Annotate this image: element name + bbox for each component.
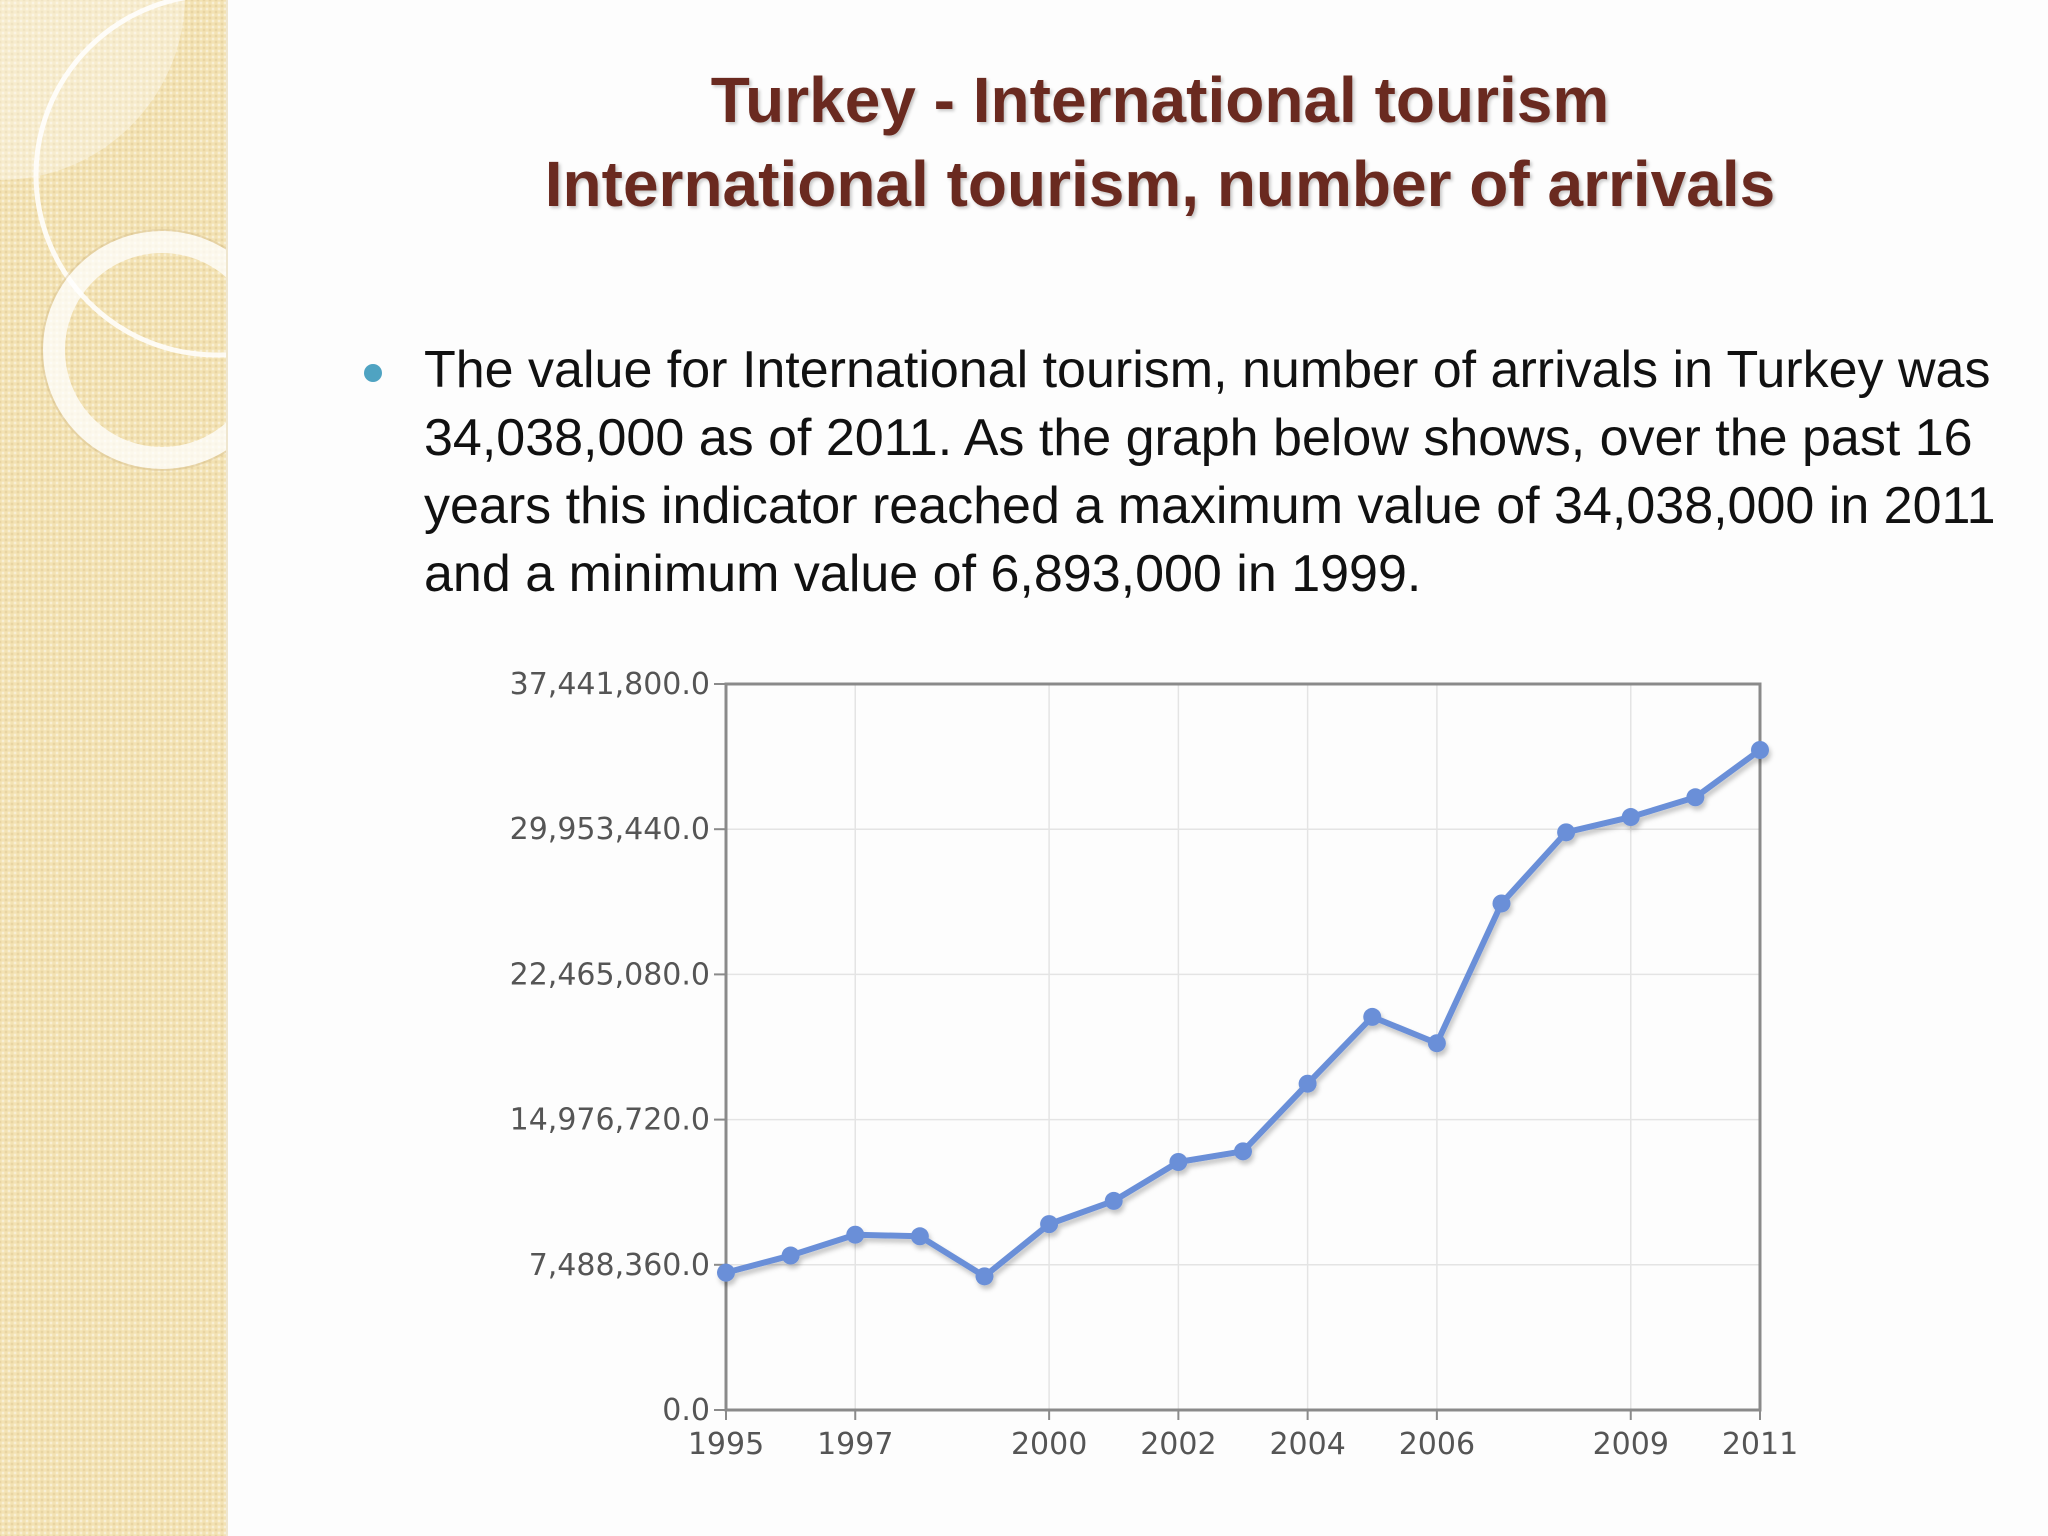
- x-tick-label: 2009: [1593, 1427, 1669, 1462]
- x-tick-label: 2011: [1722, 1427, 1798, 1462]
- series-group: [717, 741, 1769, 1286]
- y-tick-label: 29,953,440.0: [510, 812, 710, 847]
- data-point: [781, 1246, 800, 1265]
- data-point: [1686, 788, 1705, 807]
- data-point: [1169, 1153, 1188, 1172]
- decorative-side-panel: [0, 0, 226, 1536]
- y-tick-label: 22,465,080.0: [510, 957, 710, 992]
- x-tick-label: 1997: [817, 1427, 893, 1462]
- data-point: [1621, 808, 1640, 827]
- data-point: [846, 1225, 865, 1244]
- data-point: [910, 1227, 929, 1246]
- decorative-rings: [0, 0, 226, 471]
- y-tick-label: 7,488,360.0: [529, 1248, 710, 1283]
- y-tick-label: 37,441,800.0: [510, 667, 710, 702]
- data-point: [1298, 1074, 1317, 1093]
- side-panel-edge: [226, 0, 228, 1536]
- bullet-point-icon: [364, 364, 382, 382]
- y-tick-label: 14,976,720.0: [510, 1103, 710, 1138]
- x-axis-ticks: 1995 1997 2000 2002 2004 2006 2009 2011: [688, 1410, 1798, 1462]
- data-point: [1104, 1191, 1123, 1210]
- x-tick-label: 2006: [1399, 1427, 1475, 1462]
- data-point: [1427, 1034, 1446, 1053]
- data-point: [1040, 1215, 1059, 1234]
- data-point: [1234, 1142, 1252, 1161]
- data-point: [975, 1267, 994, 1286]
- data-point: [1751, 741, 1769, 759]
- data-point: [717, 1263, 735, 1282]
- x-tick-label: 2000: [1011, 1427, 1087, 1462]
- y-axis-ticks: 0.0 7,488,360.0 14,976,720.0 22,465,080.0 29…: [510, 667, 726, 1428]
- plot-area-frame: [724, 682, 1762, 1412]
- x-tick-label: 2004: [1269, 1427, 1345, 1462]
- arrivals-line-chart: 0.0 7,488,360.0 14,976,720.0 22,465,080.0 29…: [510, 667, 1799, 1462]
- x-tick-label: 1995: [688, 1427, 764, 1462]
- data-point: [1557, 823, 1576, 842]
- data-point: [1492, 894, 1511, 913]
- slide-title: Turkey - International tourism Internati…: [430, 58, 1890, 226]
- bullet-text: The value for International tourism, num…: [424, 341, 1996, 603]
- x-tick-label: 2002: [1140, 1427, 1216, 1462]
- title-line-2: International tourism, number of arrival…: [544, 148, 1776, 220]
- title-line-1: Turkey - International tourism: [710, 64, 1610, 136]
- y-tick-label: 0.0: [662, 1393, 710, 1428]
- chart-gridlines: [725, 683, 1761, 1411]
- data-point: [1363, 1007, 1382, 1026]
